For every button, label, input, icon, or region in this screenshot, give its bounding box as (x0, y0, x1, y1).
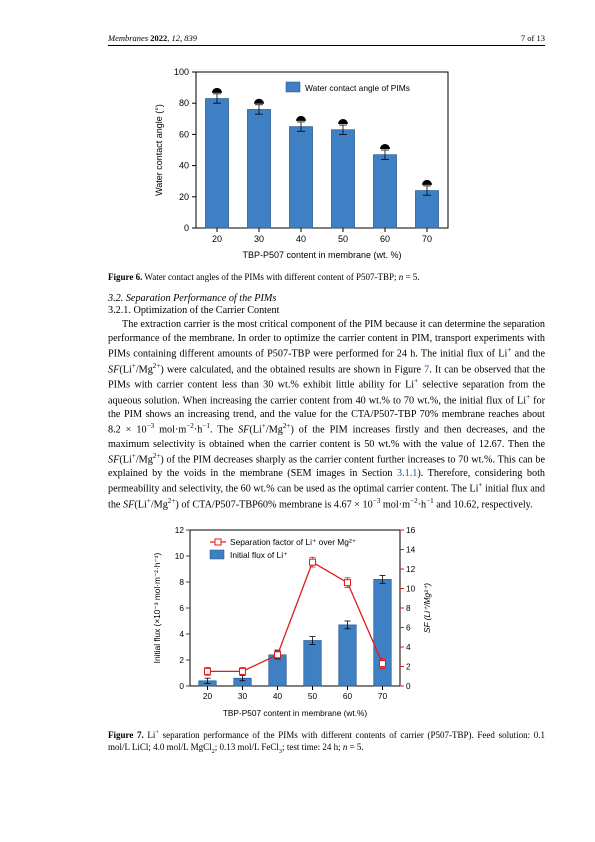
svg-text:SF (Li⁺/Mg²⁺): SF (Li⁺/Mg²⁺) (422, 583, 432, 633)
figure-7: 0 2 4 6 8 10 12 0 2 4 6 8 10 12 14 16 20 30 40 50 60 70 Separa… (148, 520, 545, 723)
section-3-2-1-heading: 3.2.1. Optimization of the Carrier Conte… (108, 305, 545, 316)
svg-text:4: 4 (179, 629, 184, 639)
svg-text:40: 40 (179, 161, 189, 171)
svg-text:40: 40 (296, 234, 306, 244)
svg-text:Initial flux (×10⁻³ mol·m⁻²·h⁻: Initial flux (×10⁻³ mol·m⁻²·h⁻¹) (152, 553, 162, 664)
fig7-ref-link[interactable]: 7 (424, 364, 429, 375)
svg-text:6: 6 (179, 603, 184, 613)
svg-text:60: 60 (179, 129, 189, 139)
svg-text:Initial flux of Li⁺: Initial flux of Li⁺ (230, 550, 288, 560)
body-paragraph: The extraction carrier is the most criti… (108, 318, 545, 512)
page-number: 7 of 13 (521, 33, 545, 43)
svg-text:70: 70 (378, 691, 388, 701)
journal-ref: Membranes 2022, 12, 839 (108, 33, 197, 43)
svg-text:30: 30 (254, 234, 264, 244)
figure-6: 0 20 40 60 80 100 20 30 40 50 60 70 Water contact an… (148, 62, 545, 265)
section-3-2-heading: 3.2. Separation Performance of the PIMs (108, 293, 545, 304)
svg-text:50: 50 (338, 234, 348, 244)
svg-text:16: 16 (406, 525, 416, 535)
figure-6-chart: 0 20 40 60 80 100 20 30 40 50 60 70 Water contact an… (148, 62, 545, 265)
svg-text:30: 30 (238, 691, 248, 701)
svg-text:60: 60 (343, 691, 353, 701)
figure-7-caption: Figure 7. Li+ separation performance of … (108, 729, 545, 756)
svg-text:100: 100 (174, 67, 189, 77)
svg-text:20: 20 (203, 691, 213, 701)
svg-text:12: 12 (175, 525, 185, 535)
svg-text:6: 6 (406, 623, 411, 633)
svg-text:TBP-P507 content in membrane (: TBP-P507 content in membrane (wt. %) (242, 250, 401, 260)
svg-text:2: 2 (406, 662, 411, 672)
svg-text:20: 20 (179, 192, 189, 202)
figure-7-chart: 0 2 4 6 8 10 12 0 2 4 6 8 10 12 14 16 20 30 40 50 60 70 Separa… (148, 520, 545, 723)
svg-text:8: 8 (179, 577, 184, 587)
svg-text:70: 70 (422, 234, 432, 244)
svg-text:10: 10 (175, 551, 185, 561)
svg-text:50: 50 (308, 691, 318, 701)
figure-6-caption: Figure 6. Water contact angles of the PI… (108, 271, 545, 283)
svg-text:0: 0 (179, 681, 184, 691)
svg-text:0: 0 (406, 681, 411, 691)
svg-text:14: 14 (406, 545, 416, 555)
svg-text:0: 0 (184, 223, 189, 233)
running-header: Membranes 2022, 12, 839 7 of 13 (108, 33, 545, 46)
svg-text:20: 20 (212, 234, 222, 244)
svg-text:TBP-P507 content in membrane (: TBP-P507 content in membrane (wt.%) (223, 708, 368, 718)
svg-text:8: 8 (406, 603, 411, 613)
svg-text:Water contact angle (°): Water contact angle (°) (154, 104, 164, 196)
svg-text:80: 80 (179, 98, 189, 108)
svg-text:60: 60 (380, 234, 390, 244)
svg-text:4: 4 (406, 642, 411, 652)
svg-text:2: 2 (179, 655, 184, 665)
sec311-ref-link[interactable]: 3.1.1 (397, 468, 417, 479)
svg-text:10: 10 (406, 584, 416, 594)
svg-text:12: 12 (406, 564, 416, 574)
svg-text:40: 40 (273, 691, 283, 701)
svg-text:Water contact angle of PIMs: Water contact angle of PIMs (305, 83, 410, 93)
svg-text:Separation factor of Li⁺ over: Separation factor of Li⁺ over Mg²⁺ (230, 537, 356, 547)
